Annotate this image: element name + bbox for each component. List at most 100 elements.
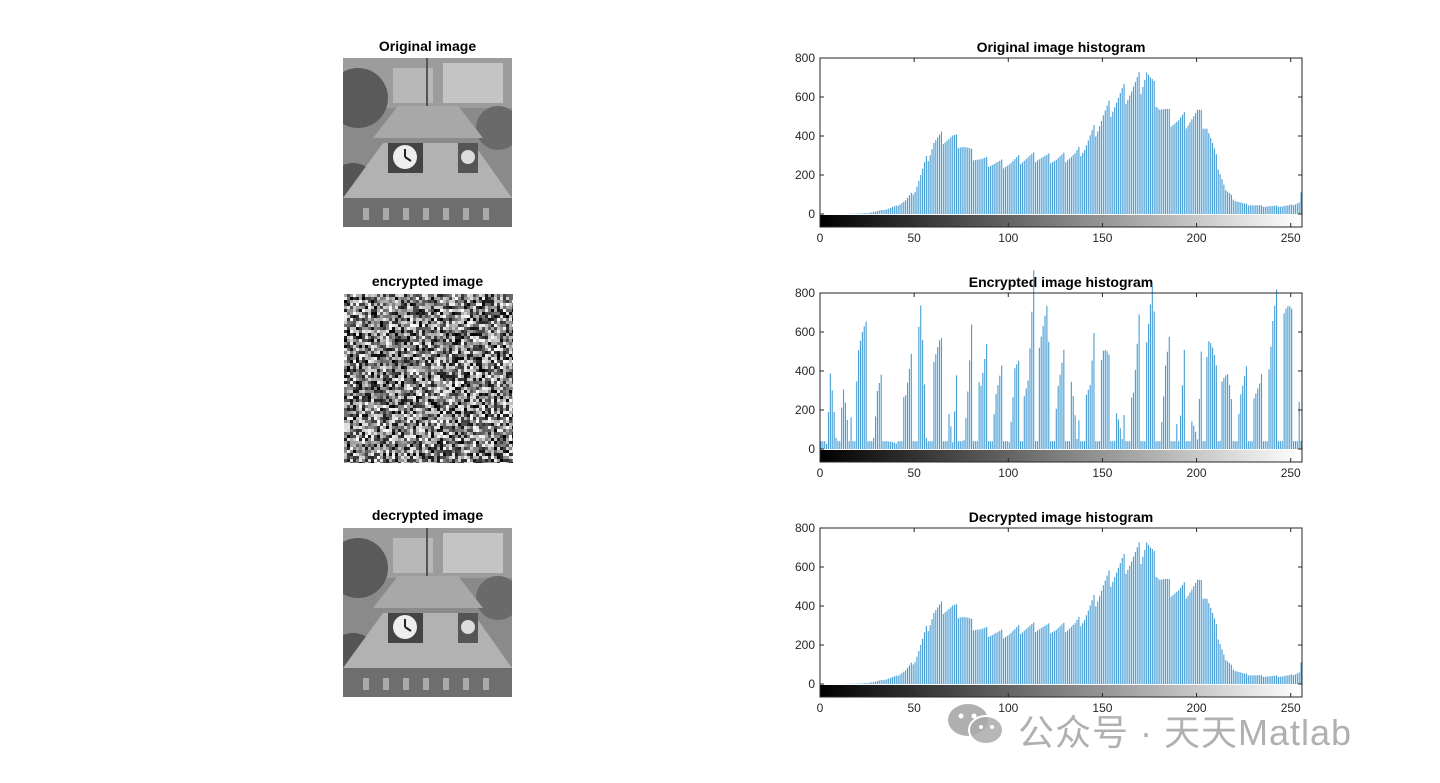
original-hist-bar bbox=[1206, 128, 1208, 214]
decrypted-hist-bar bbox=[1142, 556, 1144, 684]
decrypted-hist-bar bbox=[1093, 594, 1095, 684]
decrypted-hist-bar bbox=[1208, 603, 1210, 684]
decrypted-hist-bar bbox=[1087, 610, 1089, 684]
original-hist-bar bbox=[1172, 125, 1174, 214]
original-hist-bar bbox=[1242, 203, 1244, 214]
original-hist-bar bbox=[1287, 205, 1289, 214]
decrypted-hist-bar bbox=[867, 683, 869, 684]
decrypted-hist-bar bbox=[1292, 675, 1295, 684]
encrypted-hist-bar bbox=[1131, 397, 1133, 449]
original-hist-bar bbox=[944, 142, 946, 214]
decrypted-hist-bar bbox=[1051, 632, 1054, 684]
original-hist-bar bbox=[1240, 202, 1242, 214]
original-hist-bar bbox=[1097, 131, 1099, 214]
encrypted-hist-bar bbox=[897, 441, 899, 449]
original-hist-bar bbox=[1136, 77, 1138, 215]
encrypted-hist-bar bbox=[1142, 441, 1144, 449]
decrypted-hist-bar bbox=[997, 631, 999, 684]
encrypted-hist-bar bbox=[931, 441, 933, 449]
decrypted-hist-bar bbox=[1144, 549, 1146, 684]
decrypted-hist-bar bbox=[863, 683, 865, 684]
original-hist-bar bbox=[1099, 126, 1101, 214]
encrypted-hist-bar bbox=[1027, 380, 1029, 449]
encrypted-xtick-label: 150 bbox=[1092, 466, 1112, 480]
encrypted-hist-bar bbox=[884, 441, 886, 449]
encrypted-hist-bar bbox=[984, 358, 986, 449]
encrypted-hist-bar bbox=[1153, 311, 1155, 449]
decrypted-hist-bar bbox=[1260, 675, 1263, 684]
original-hist-bar bbox=[878, 210, 880, 214]
original-hist-bar bbox=[1123, 83, 1125, 214]
encrypted-hist-bar bbox=[856, 381, 858, 449]
encrypted-hist-bar bbox=[1078, 420, 1080, 449]
decrypted-hist-bar bbox=[1008, 634, 1010, 684]
decrypted-hist-bar bbox=[1291, 674, 1293, 684]
decrypted-hist-bar bbox=[1210, 607, 1212, 684]
original-hist-bar bbox=[916, 186, 918, 214]
encrypted-hist-bar bbox=[1021, 441, 1023, 449]
original-hist-bar bbox=[1127, 99, 1129, 214]
decrypted-hist-bar bbox=[1074, 623, 1076, 684]
original-hist-bar bbox=[1108, 100, 1110, 214]
decrypted-xtick-label: 150 bbox=[1092, 701, 1112, 715]
original-hist-bar bbox=[1179, 117, 1182, 214]
original-hist-bar bbox=[918, 180, 920, 214]
decrypted-hist-bar bbox=[1108, 570, 1110, 684]
encrypted-image bbox=[344, 294, 513, 463]
original-hist-bar bbox=[1072, 154, 1074, 214]
original-hist-bar bbox=[1210, 137, 1212, 214]
encrypted-hist-bar bbox=[1048, 341, 1050, 449]
encrypted-hist-bar bbox=[822, 441, 824, 449]
decrypted-hist-bar bbox=[905, 670, 907, 684]
original-hist-bar bbox=[869, 212, 871, 214]
encrypted-ytick-label: 0 bbox=[808, 442, 815, 456]
original-hist-bar bbox=[1132, 86, 1135, 214]
original-hist-bar bbox=[1147, 74, 1150, 214]
original-hist-bar bbox=[971, 148, 973, 214]
decrypted-hist-bar bbox=[1257, 675, 1259, 684]
decrypted-hist-bar bbox=[965, 617, 967, 684]
original-hist-bar bbox=[1161, 109, 1163, 214]
original-hist-bar bbox=[871, 212, 873, 214]
encrypted-hist-bar bbox=[1046, 305, 1048, 449]
decrypted-hist-bar bbox=[980, 629, 982, 684]
decrypted-hist-bar bbox=[1212, 612, 1214, 684]
encrypted-hist-bar bbox=[1268, 369, 1270, 449]
encrypted-hist-bar bbox=[937, 347, 939, 449]
original-hist-bar bbox=[1104, 110, 1106, 214]
encrypted-hist-bar bbox=[1065, 441, 1067, 449]
original-hist-bar bbox=[1151, 79, 1153, 214]
encrypted-hist-bar bbox=[910, 353, 912, 449]
encrypted-hist-bar bbox=[1099, 441, 1101, 449]
decrypted-hist-bar bbox=[1228, 663, 1231, 684]
encrypted-hist-bar bbox=[1082, 441, 1084, 449]
encrypted-hist-bar bbox=[1144, 441, 1146, 449]
original-hist-bar bbox=[1247, 205, 1249, 214]
encrypted-hist-bar bbox=[1272, 321, 1274, 449]
original-hist-bar bbox=[880, 209, 882, 214]
decrypted-hist-bar bbox=[1149, 547, 1151, 684]
original-hist-bar bbox=[1117, 97, 1119, 214]
decrypted-hist-bar bbox=[888, 678, 890, 684]
decrypted-hist-bar bbox=[1227, 661, 1229, 684]
encrypted-hist-bar bbox=[1238, 413, 1240, 449]
decrypted-hist-bar bbox=[1067, 630, 1069, 684]
decrypted-hist-bar bbox=[1055, 629, 1057, 684]
decrypted-hist-bar bbox=[1112, 581, 1114, 684]
encrypted-hist-bar bbox=[865, 321, 867, 449]
decrypted-hist-bar bbox=[974, 630, 976, 684]
decrypted-ytick-label: 200 bbox=[795, 638, 815, 652]
encrypted-hist-bar bbox=[1219, 441, 1221, 449]
original-hist-bar bbox=[899, 204, 901, 214]
decrypted-hist-bar bbox=[938, 604, 941, 684]
decrypted-hist-bar bbox=[1091, 600, 1093, 684]
encrypted-hist-bar bbox=[980, 385, 982, 449]
original-hist-bar bbox=[906, 197, 909, 214]
original-hist-bar bbox=[1070, 156, 1072, 214]
encrypted-hist-bar bbox=[1242, 385, 1244, 449]
encrypted-hist-bar bbox=[925, 438, 927, 449]
original-hist-bar bbox=[925, 156, 927, 214]
encrypted-hist-bar bbox=[1264, 441, 1266, 449]
original-hist-bar bbox=[1153, 80, 1155, 214]
decrypted-hist-bar bbox=[874, 681, 877, 684]
